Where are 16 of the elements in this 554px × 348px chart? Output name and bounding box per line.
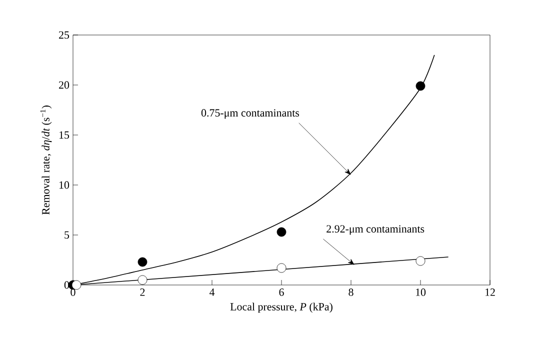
y-tick-label: 10	[59, 181, 70, 189]
x-axis-title: Local pressure, P (kPa)	[230, 302, 332, 313]
x-tick-label: 6	[279, 288, 284, 296]
y-axis-title: Removal rate, dη/dt (s$^{−1}$)	[40, 106, 52, 215]
x-tick-label: 4	[209, 288, 215, 296]
annotation: 2.92-μm contaminants	[326, 225, 424, 235]
y-tick-label: 15	[59, 131, 70, 139]
y-tick-label: 20	[59, 81, 70, 89]
annotation: 0.75-μm contaminants	[201, 109, 300, 119]
x-tick-label: 10	[416, 288, 426, 296]
y-tick-label: 5	[64, 231, 70, 239]
x-tick-label: 2	[140, 288, 145, 296]
x-tick-label: 8	[348, 288, 354, 296]
x-tick-label: 12	[485, 288, 495, 296]
y-tick-label: 25	[59, 31, 70, 39]
y-tick-label: 0	[64, 281, 70, 289]
